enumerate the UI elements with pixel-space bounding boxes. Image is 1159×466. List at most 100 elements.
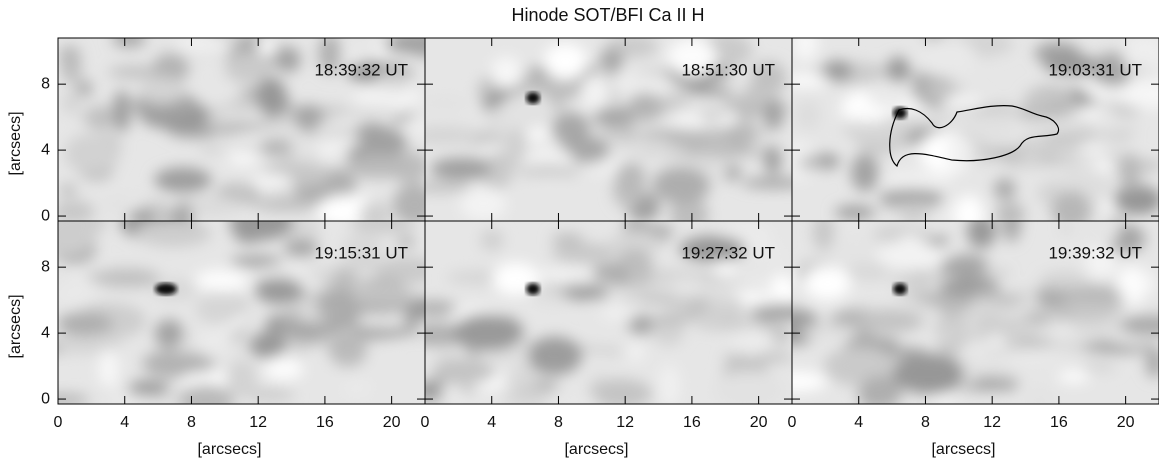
texture-blob (499, 92, 558, 131)
y-axis-label: [arcsecs] (7, 294, 24, 358)
texture-blob (1025, 386, 1056, 404)
texture-blob (804, 266, 851, 300)
texture-blob (973, 116, 1015, 141)
fibril (636, 269, 729, 280)
texture-blob (328, 334, 368, 368)
texture-blob (253, 197, 319, 212)
fibril (625, 316, 701, 325)
fibril (307, 260, 375, 274)
texture-blob (658, 364, 681, 404)
fibril (598, 147, 697, 156)
texture-blob (392, 183, 425, 221)
texture-blob (93, 268, 161, 288)
timestamp: 19:27:32 UT (681, 243, 775, 262)
panel-frame (791, 220, 1159, 405)
fibril (981, 144, 1080, 152)
solar-image (58, 38, 425, 221)
texture-blob (452, 313, 524, 352)
fibril (1021, 340, 1130, 353)
texture-blob (253, 175, 293, 187)
texture-blob (535, 269, 595, 284)
texture-blob (762, 97, 785, 131)
texture-blob (172, 201, 194, 221)
texture-blob (477, 150, 514, 191)
texture-blob (763, 245, 787, 270)
bright-point (526, 92, 540, 104)
texture-blob (1085, 241, 1117, 279)
texture-blob (61, 90, 82, 115)
texture-blob (580, 74, 610, 111)
x-tick-label: 12 (983, 414, 1001, 431)
texture-blob (154, 167, 212, 193)
texture-blob (750, 61, 787, 96)
texture-blob (795, 99, 821, 130)
x-tick-label: 16 (683, 414, 701, 431)
x-axis-label: [arcsecs] (564, 441, 628, 458)
fibril (969, 295, 1031, 308)
texture-blob (487, 106, 505, 137)
texture-blob (866, 78, 913, 109)
texture-blob (886, 56, 911, 84)
solar-image (792, 38, 1159, 221)
texture-blob (58, 273, 97, 308)
texture-blob (425, 181, 473, 192)
texture-blob (792, 371, 828, 392)
texture-blob (224, 53, 273, 84)
fibril (322, 323, 421, 332)
texture-blob (460, 185, 507, 221)
texture (425, 38, 792, 221)
texture-blob (402, 117, 425, 137)
fibril (272, 313, 370, 328)
texture-blob (81, 109, 113, 126)
bright-point (155, 283, 177, 295)
texture-blob (543, 43, 588, 80)
fibril (160, 108, 224, 117)
texture-blob (1117, 266, 1145, 307)
texture-blob (58, 394, 91, 404)
y-tick-label: 8 (41, 258, 50, 275)
timestamp: 18:51:30 UT (681, 60, 775, 79)
texture-blob (257, 38, 277, 57)
texture-blob (372, 256, 425, 285)
texture-blob (954, 195, 984, 221)
fibril (341, 300, 415, 313)
texture-blob (350, 221, 417, 234)
texture-blob (142, 349, 212, 379)
fibril (226, 118, 336, 130)
fibril (667, 147, 771, 152)
x-axis-label: [arcsecs] (197, 441, 261, 458)
fibril (1021, 130, 1095, 143)
texture-blob (138, 76, 186, 104)
texture-blob (506, 125, 527, 166)
fibril (341, 331, 425, 342)
texture-blob (352, 81, 423, 116)
texture-blob (58, 45, 81, 65)
texture-blob (226, 359, 258, 398)
texture-blob (799, 157, 826, 169)
texture-blob (995, 201, 1025, 221)
texture-blob (625, 343, 645, 361)
texture-blob (936, 199, 958, 221)
texture-blob (919, 130, 974, 173)
texture (792, 38, 1159, 221)
texture-blob (1080, 360, 1118, 373)
fibril (1037, 152, 1122, 159)
fibril (282, 107, 392, 114)
texture-blob (686, 85, 733, 98)
texture-blob (617, 248, 651, 269)
texture-blob (425, 95, 469, 112)
x-tick-label: 12 (616, 414, 634, 431)
fibril (698, 313, 792, 330)
solar-image (425, 38, 792, 221)
timestamp: 19:03:31 UT (1048, 60, 1142, 79)
texture-blob (266, 257, 338, 284)
contour (889, 105, 1060, 168)
texture-blob (652, 166, 711, 204)
texture-blob (892, 353, 965, 394)
fibril (1031, 289, 1129, 299)
x-tick-label: 4 (854, 414, 863, 431)
texture-blob (834, 205, 876, 220)
texture-blob (599, 47, 624, 75)
texture-blob (376, 70, 411, 89)
